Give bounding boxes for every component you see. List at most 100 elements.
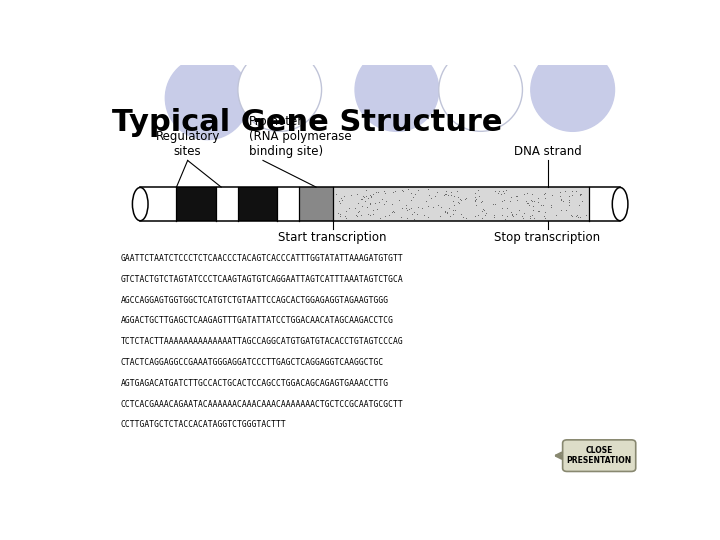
Point <box>369 199 381 207</box>
Point <box>356 201 367 210</box>
Point <box>474 191 485 200</box>
Text: Regulatory
sites: Regulatory sites <box>156 130 220 158</box>
Point <box>439 189 451 198</box>
Text: CTACTCAGGAGGCCGAAATGGGAGGATCCCTTGAGCTCAGGAGGTCAAGGCTGC: CTACTCAGGAGGCCGAAATGGGAGGATCCCTTGAGCTCAG… <box>121 358 384 367</box>
Point <box>423 213 434 222</box>
Point <box>566 191 577 199</box>
Point <box>444 212 456 220</box>
Point <box>390 187 401 195</box>
Point <box>575 189 586 198</box>
Point <box>454 195 465 204</box>
Point <box>512 195 523 204</box>
Point <box>409 190 420 198</box>
Point <box>402 185 414 193</box>
Point <box>574 191 585 199</box>
Point <box>487 200 499 208</box>
FancyBboxPatch shape <box>562 440 636 471</box>
Point <box>334 210 346 219</box>
Point <box>356 210 367 219</box>
Point <box>571 186 582 195</box>
Point <box>526 211 537 219</box>
Point <box>423 191 435 199</box>
Text: Typical Gene Structure: Typical Gene Structure <box>112 109 503 138</box>
Point <box>528 213 539 222</box>
Point <box>575 190 586 199</box>
Point <box>374 213 386 222</box>
Point <box>443 204 454 212</box>
Point <box>508 212 519 220</box>
Point <box>528 197 539 205</box>
Point <box>397 186 409 195</box>
Point <box>456 196 467 205</box>
Point <box>440 186 451 195</box>
Point <box>448 191 459 200</box>
Bar <box>238 187 277 221</box>
Point <box>379 188 391 197</box>
Point <box>510 210 521 218</box>
Point <box>351 212 362 220</box>
Point <box>495 190 507 199</box>
Point <box>409 214 420 223</box>
Point <box>368 210 379 219</box>
Point <box>330 190 342 198</box>
Point <box>452 198 464 206</box>
Point <box>453 198 464 207</box>
Point <box>360 192 372 200</box>
Point <box>361 202 373 211</box>
Point <box>338 191 350 200</box>
Bar <box>333 187 590 221</box>
Point <box>355 194 366 203</box>
Point <box>566 187 577 195</box>
Point <box>405 189 417 198</box>
Point <box>440 190 451 199</box>
Point <box>387 207 398 215</box>
Ellipse shape <box>531 48 615 131</box>
Point <box>367 206 379 215</box>
Point <box>332 209 343 218</box>
Point <box>518 190 529 198</box>
Bar <box>215 187 238 221</box>
Point <box>401 206 413 214</box>
Point <box>408 208 419 217</box>
Point <box>469 197 480 206</box>
Point <box>492 189 503 198</box>
Point <box>538 190 549 198</box>
Point <box>477 197 488 205</box>
Point <box>473 185 485 194</box>
Point <box>564 201 575 210</box>
Ellipse shape <box>355 48 438 131</box>
Point <box>477 205 489 213</box>
Point <box>441 207 452 216</box>
Text: Promoter
(RNA polymerase
binding site): Promoter (RNA polymerase binding site) <box>249 116 351 158</box>
Point <box>359 197 371 205</box>
Point <box>359 193 370 201</box>
Point <box>339 212 351 221</box>
Point <box>475 198 487 206</box>
Point <box>539 194 551 202</box>
Point <box>521 199 532 208</box>
Point <box>478 205 490 214</box>
Point <box>457 213 469 222</box>
Point <box>350 211 361 220</box>
Text: AGTGAGACATGATCTTGCCACTGCACTCCAGCCTGGACAGCAGAGTGAAACCTTG: AGTGAGACATGATCTTGCCACTGCACTCCAGCCTGGACAG… <box>121 379 389 388</box>
Text: CCTTGATGCTCTACCACATAGGTCTGGGTACTTT: CCTTGATGCTCTACCACATAGGTCTGGGTACTTT <box>121 420 287 429</box>
Point <box>394 195 405 204</box>
Point <box>449 200 460 209</box>
Point <box>539 188 550 197</box>
Point <box>555 205 567 214</box>
Point <box>426 194 437 202</box>
Point <box>497 211 508 219</box>
Point <box>360 185 372 194</box>
Point <box>506 211 518 219</box>
Point <box>524 213 536 222</box>
Point <box>496 197 508 205</box>
Point <box>459 195 471 204</box>
Point <box>439 207 451 215</box>
Point <box>432 200 444 209</box>
Text: DNA strand: DNA strand <box>513 145 582 158</box>
Point <box>361 203 373 212</box>
Point <box>489 213 500 221</box>
Text: GTCTACTGTCTAGTATCCCTCAAGTAGTGTCAGGAATTAGTCATTTAAATAGTCTGCA: GTCTACTGTCTAGTATCCCTCAAGTAGTGTCAGGAATTAG… <box>121 275 403 284</box>
Point <box>510 191 522 200</box>
Point <box>502 211 513 220</box>
